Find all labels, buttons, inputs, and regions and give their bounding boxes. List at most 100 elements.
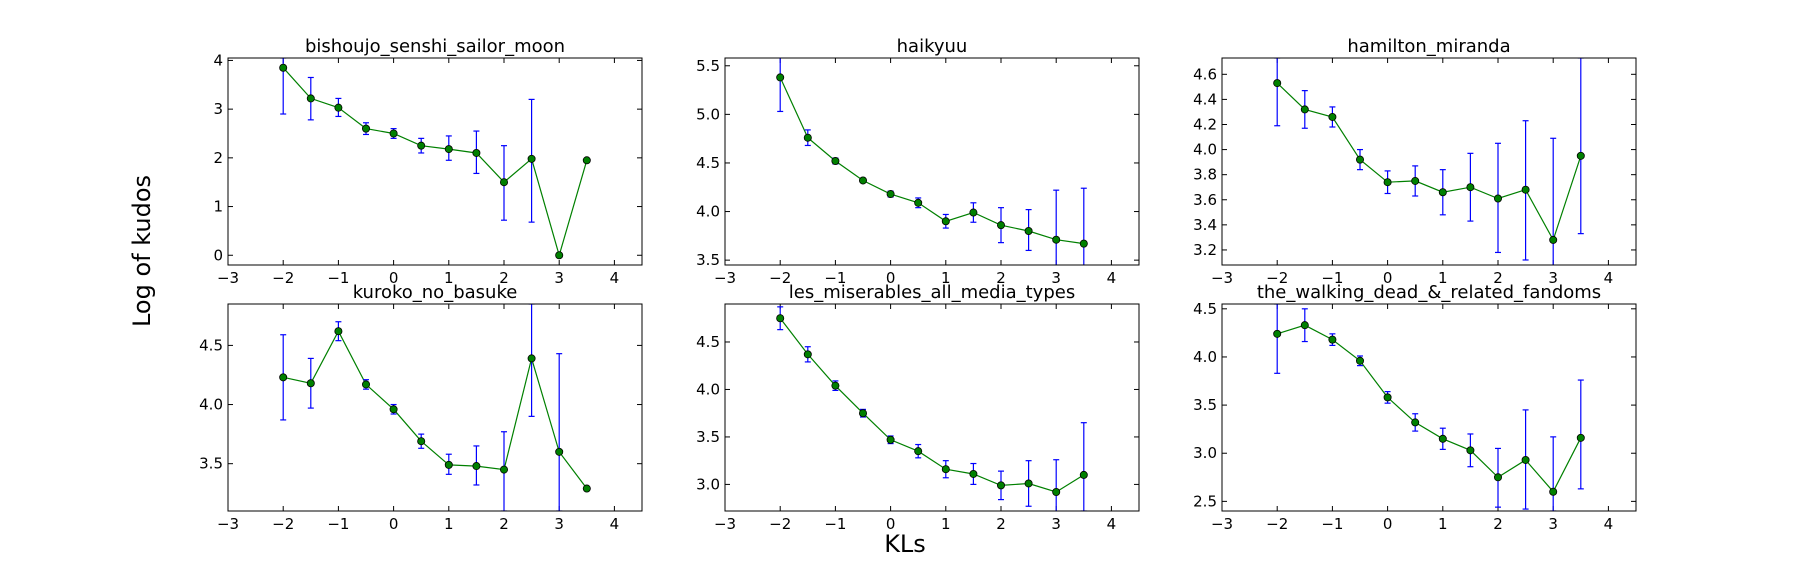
data-point [361,124,370,133]
y-tick-label: 3.5 [1193,396,1217,414]
x-tick-label: −2 [1266,269,1288,287]
data-point [306,94,315,103]
subplot-4: kuroko_no_basuke −3 −2 −1 0 1 2 3 4 3.5 4.0 4.5 [199,282,643,533]
x-tick-label: 1 [444,269,454,287]
x-tick-label: −2 [769,515,791,533]
data-point [1521,455,1530,464]
y-tick-label: 4.4 [1193,90,1217,108]
axes-frame [227,303,643,512]
y-tick-label: 3.8 [1193,166,1217,184]
x-tick-label: −2 [272,515,294,533]
x-tick-label: 3 [1051,269,1061,287]
x-tick-label: 1 [941,269,951,287]
subplot-grid: bishoujo_senshi_sailor_moon −3 −2 −1 0 1 2 3 4 0 1… [199,36,1637,533]
data-point [1411,176,1420,185]
x-tick-label: −3 [1211,515,1233,533]
axes-frame [724,57,1140,266]
y-tick-label: 3.5 [199,455,223,473]
data-point [1521,185,1530,194]
data-point [997,481,1006,490]
y-tick-label: 3 [213,100,223,118]
data-point [1383,393,1392,402]
subplot-2: haikyuu −3 −2 −1 0 1 2 3 4 3.5 4.0 4.5 5.0 5.5 [696,36,1140,287]
x-tick-label: 4 [610,515,620,533]
x-tick-label: −1 [824,515,846,533]
data-point [803,133,812,142]
y-tick-label: 0 [213,246,223,264]
plot-area [279,58,591,260]
data-point [1079,470,1088,479]
data-point [444,460,453,469]
axes-frame [1221,57,1637,266]
x-tick-label: 1 [444,515,454,533]
series-line [283,329,588,489]
data-point [1438,434,1447,443]
subplot-title: the_walking_dead_&_related_fandoms [1257,282,1601,303]
y-tick-label: 3.5 [696,428,720,446]
x-tick-label: 0 [1383,515,1393,533]
data-point [1549,487,1558,496]
data-point [472,462,481,471]
x-tick-label: 3 [554,515,564,533]
data-point [776,314,785,323]
data-point [527,354,536,363]
x-tick-label: 3 [554,269,564,287]
y-tick-label: 3.0 [696,475,720,493]
subplot-title: bishoujo_senshi_sailor_moon [305,36,565,57]
data-point [334,327,343,336]
data-point [1052,235,1061,244]
subplot-1: bishoujo_senshi_sailor_moon −3 −2 −1 0 1 2 3 4 0 1… [213,36,643,287]
x-tick-label: 2 [1493,515,1503,533]
plot-area [1273,58,1585,265]
data-point [1024,479,1033,488]
x-tick-label: 4 [1604,269,1614,287]
data-point [1273,329,1282,338]
subplot-title: hamilton_miranda [1347,36,1510,57]
x-tick-label: −3 [714,515,736,533]
data-point [914,198,923,207]
plot-area [776,58,1088,265]
axes-frame [724,303,1140,512]
data-point [1438,188,1447,197]
plot-area [279,304,591,511]
data-point [941,465,950,474]
data-point [417,141,426,150]
y-tick-label: 4.5 [1193,300,1217,318]
data-point [1273,79,1282,88]
data-point [914,447,923,456]
y-tick-label: 4.0 [1193,348,1217,366]
data-point [1411,418,1420,427]
data-point [1300,105,1309,114]
subplot-6: the_walking_dead_&_related_fandoms −3 −2 −1… [1193,282,1637,533]
data-point [1052,488,1061,497]
x-tick-label: 4 [1604,515,1614,533]
data-point [776,73,785,82]
x-tick-label: 3 [1548,515,1558,533]
x-tick-label: 4 [1107,269,1117,287]
axes-frame [227,57,643,266]
y-tick-label: 1 [213,198,223,216]
data-point [1494,194,1503,203]
y-tick-label: 2 [213,149,223,167]
x-tick-label: 1 [1438,269,1448,287]
data-point [886,435,895,444]
data-point [1466,446,1475,455]
data-point [997,221,1006,230]
x-tick-label: 3 [1051,515,1061,533]
x-tick-label: 4 [1107,515,1117,533]
y-tick-label: 4.0 [696,203,720,221]
x-tick-label: 0 [1383,269,1393,287]
subplot-3: hamilton_miranda −3 −2 −1 0 1 2 3 4 3.2 3.4 3.6 3.8 4… [1193,36,1637,287]
data-point [1024,226,1033,235]
data-point [859,409,868,418]
data-point [1494,473,1503,482]
figure-x-axis-label: KLs [884,530,926,558]
data-point [859,176,868,185]
figure-y-axis-label: Log of kudos [128,175,156,327]
data-point [499,178,508,187]
x-tick-label: 2 [1493,269,1503,287]
data-point [555,447,564,456]
x-tick-label: −3 [217,269,239,287]
y-tick-label: 4.0 [199,396,223,414]
